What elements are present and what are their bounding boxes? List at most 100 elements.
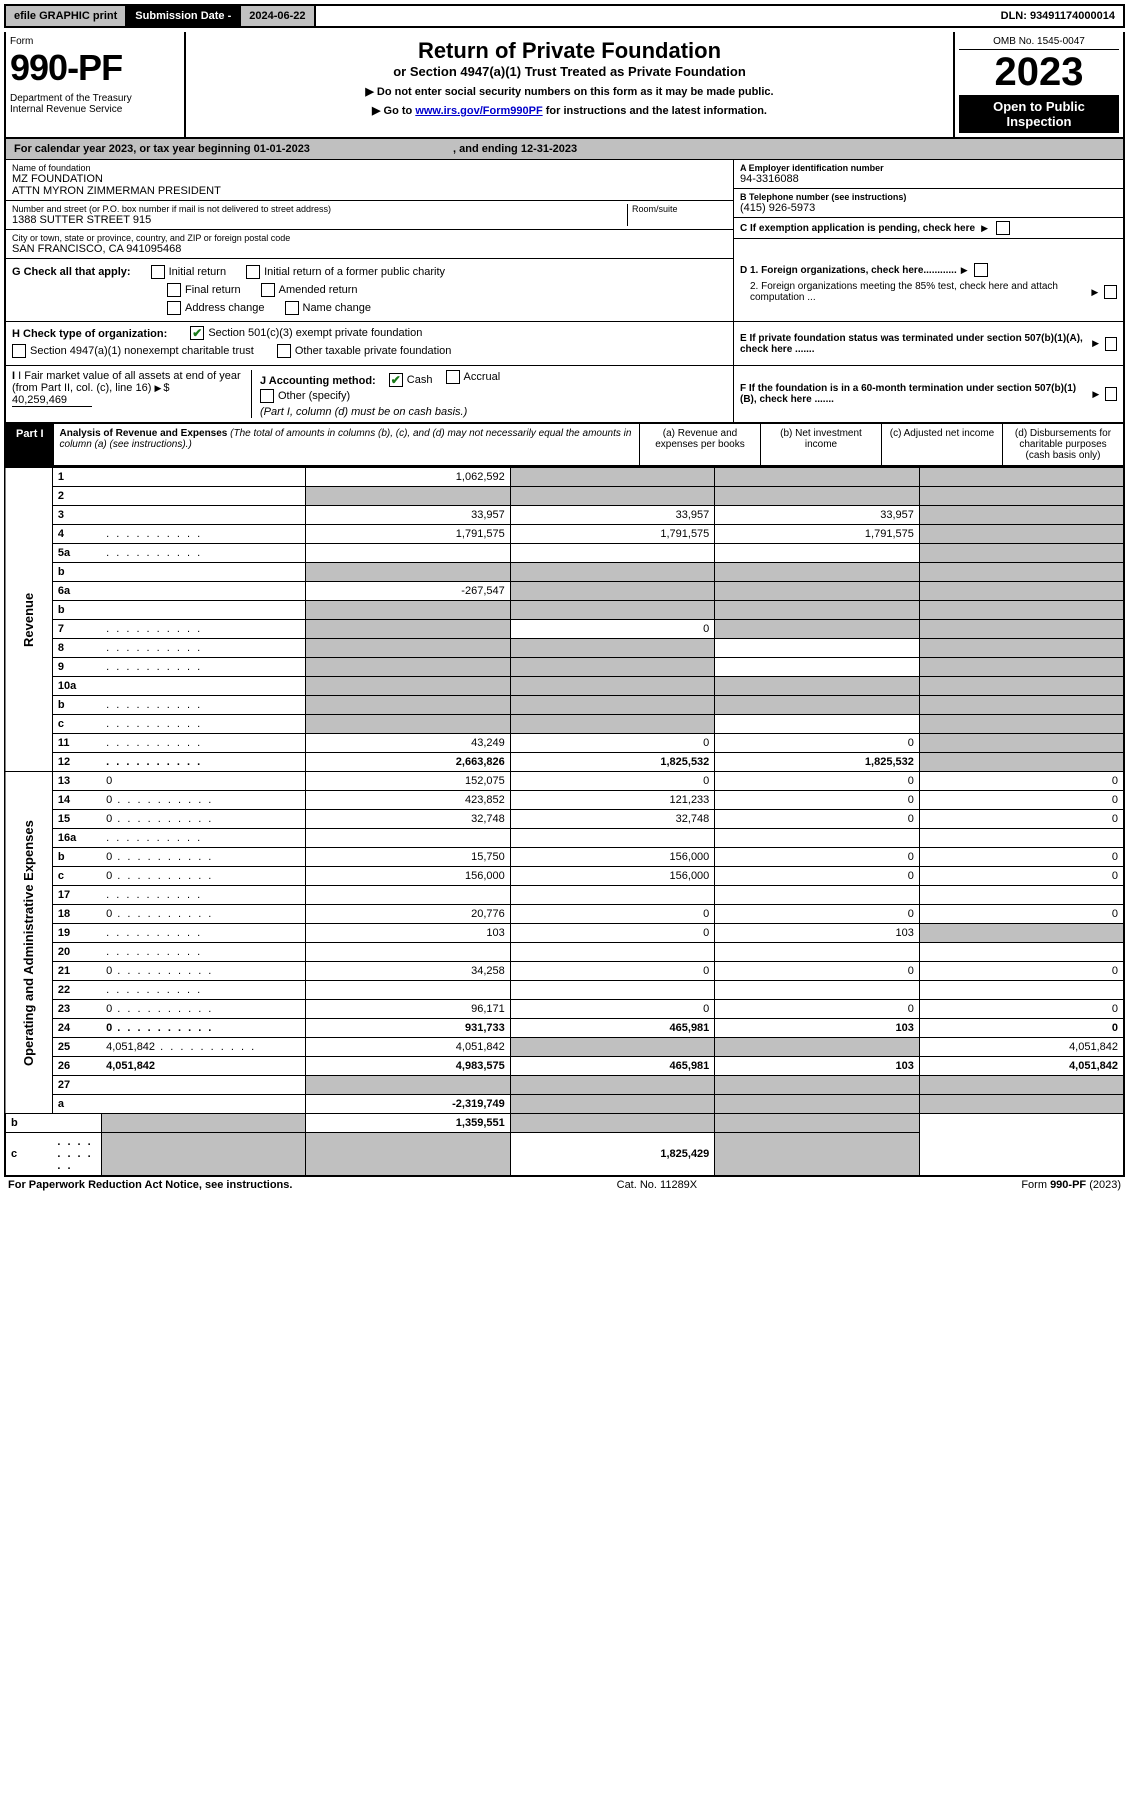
cell-a: 4,983,575: [306, 1057, 511, 1076]
line-num: 9: [52, 658, 101, 677]
cb-addr-change[interactable]: Address change: [167, 301, 265, 315]
cell-a: 423,852: [306, 791, 511, 810]
cell-b: [510, 563, 715, 582]
cell-d: 0: [919, 810, 1124, 829]
cell-a: [306, 544, 511, 563]
line-desc: [101, 601, 306, 620]
cell-c: 103: [715, 924, 920, 943]
cell-d: [919, 582, 1124, 601]
table-row: 122,663,8261,825,5321,825,532: [5, 753, 1124, 772]
arrow-icon: [961, 265, 970, 276]
cb-other-acct[interactable]: Other (specify): [260, 389, 350, 403]
cell-c: 1,825,429: [510, 1133, 715, 1177]
line-desc: [52, 1133, 101, 1177]
cb-accrual[interactable]: Accrual: [446, 370, 501, 384]
header-right: OMB No. 1545-0047 2023 Open to Public In…: [953, 32, 1123, 137]
cell-c: 0: [715, 734, 920, 753]
h-section: H Check type of organization: Section 50…: [6, 322, 733, 365]
line-desc: [101, 924, 306, 943]
cell-d: [919, 487, 1124, 506]
line-num: 12: [52, 753, 101, 772]
cell-b: 156,000: [510, 848, 715, 867]
open-inspection: Open to Public Inspection: [959, 95, 1119, 133]
line-desc: [101, 544, 306, 563]
cell-d: 0: [919, 962, 1124, 981]
cb-final[interactable]: Final return: [167, 283, 241, 297]
cell-d: [919, 696, 1124, 715]
cell-d: [919, 525, 1124, 544]
cell-c: [715, 468, 920, 487]
cb-initial-former[interactable]: Initial return of a former public charit…: [246, 265, 445, 279]
cb-4947[interactable]: Section 4947(a)(1) nonexempt charitable …: [12, 344, 254, 358]
form-label: Form: [10, 36, 180, 47]
cell-d: 4,051,842: [919, 1057, 1124, 1076]
cell-d: [919, 753, 1124, 772]
cell-d: [919, 658, 1124, 677]
cell-d: [919, 715, 1124, 734]
line-desc: [101, 715, 306, 734]
cell-c: [715, 1038, 920, 1057]
cb-name-change[interactable]: Name change: [285, 301, 372, 315]
cell-b: 0: [510, 905, 715, 924]
submission-date: 2024-06-22: [241, 6, 315, 26]
table-row: 264,051,8424,983,575465,9811034,051,842: [5, 1057, 1124, 1076]
irs-link[interactable]: www.irs.gov/Form990PF: [415, 105, 542, 117]
revenue-vlabel: Revenue: [5, 468, 52, 772]
table-row: a-2,319,749: [5, 1095, 1124, 1114]
entity-section: For calendar year 2023, or tax year begi…: [4, 139, 1125, 424]
form-number: 990-PF: [10, 47, 180, 89]
checkbox-c[interactable]: [996, 221, 1010, 235]
table-row: b: [5, 601, 1124, 620]
arrow-icon: [1092, 338, 1101, 349]
line-desc: 0: [101, 867, 306, 886]
line-desc: [101, 620, 306, 639]
cb-f[interactable]: [1105, 387, 1117, 401]
line-desc: [101, 563, 306, 582]
cb-d1[interactable]: [974, 263, 988, 277]
cell-b: [510, 658, 715, 677]
cell-c: [715, 943, 920, 962]
cb-d2[interactable]: [1104, 285, 1117, 299]
line-desc: 0: [101, 905, 306, 924]
cell-d: [919, 544, 1124, 563]
cb-amended[interactable]: Amended return: [261, 283, 358, 297]
cb-cash[interactable]: Cash: [389, 373, 433, 387]
line-desc: [101, 886, 306, 905]
address: Number and street (or P.O. box number if…: [6, 201, 733, 230]
header-left: Form 990-PF Department of the Treasury I…: [6, 32, 186, 137]
cell-a: 15,750: [306, 848, 511, 867]
cell-a: [306, 563, 511, 582]
cb-501c3[interactable]: Section 501(c)(3) exempt private foundat…: [190, 326, 422, 340]
line-num: b: [52, 563, 101, 582]
line-num: 6a: [52, 582, 101, 601]
table-row: c: [5, 715, 1124, 734]
cell-b: [510, 1095, 715, 1114]
line-desc: [101, 582, 306, 601]
g-section: G Check all that apply: Initial return I…: [6, 259, 733, 321]
table-row: 2: [5, 487, 1124, 506]
line-num: 10a: [52, 677, 101, 696]
cell-c: [715, 715, 920, 734]
cb-e[interactable]: [1105, 337, 1117, 351]
line-num: c: [52, 715, 101, 734]
cell-a: [101, 1133, 306, 1177]
cell-a: [306, 981, 511, 1000]
cb-other-tax[interactable]: Other taxable private foundation: [277, 344, 452, 358]
cb-initial[interactable]: Initial return: [151, 265, 226, 279]
cell-d: [919, 506, 1124, 525]
cell-b: [510, 468, 715, 487]
top-bar: efile GRAPHIC print Submission Date - 20…: [4, 4, 1125, 28]
cell-b: 121,233: [510, 791, 715, 810]
cell-d: 0: [919, 848, 1124, 867]
cell-a: 1,062,592: [306, 468, 511, 487]
cell-b: 0: [510, 620, 715, 639]
cell-b: 32,748: [510, 810, 715, 829]
phone: B Telephone number (see instructions) (4…: [734, 189, 1123, 218]
cell-a: [306, 639, 511, 658]
cell-b: [510, 582, 715, 601]
line-num: 13: [52, 772, 101, 791]
cell-b: [510, 1038, 715, 1057]
cell-d: 0: [919, 1000, 1124, 1019]
footer-left: For Paperwork Reduction Act Notice, see …: [8, 1179, 292, 1191]
cell-d: [919, 639, 1124, 658]
